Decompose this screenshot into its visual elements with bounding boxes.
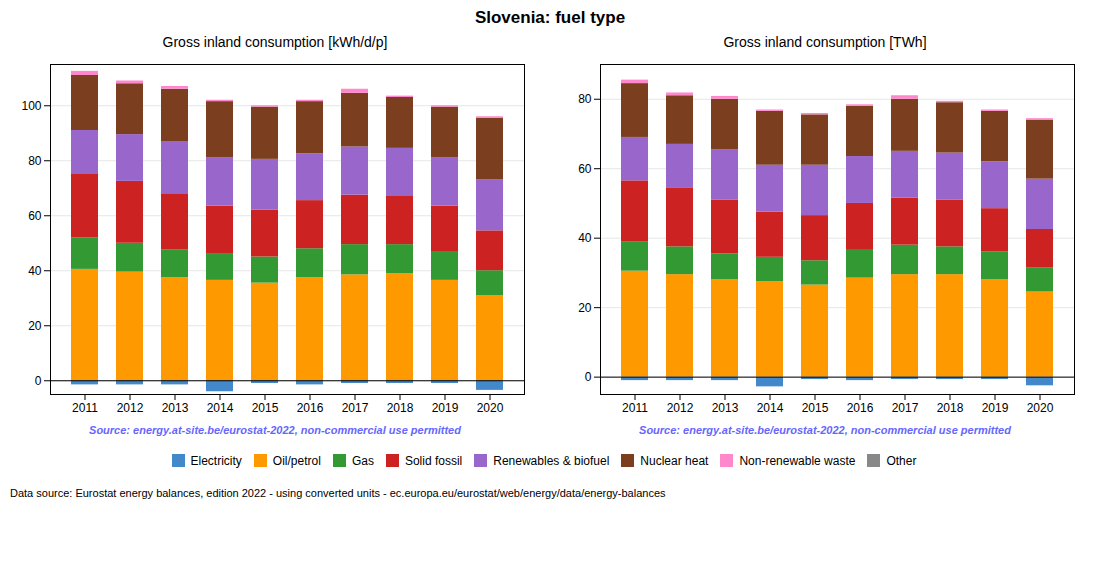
svg-text:2018: 2018 [937, 401, 964, 415]
html-text:Electricity: Electricity [190, 453, 242, 468]
html-text:Source: energy.at-site.be/euro: Source: energy.at-site.be/eurostat-2022,… [639, 424, 1011, 436]
svg-text:100: 100 [21, 99, 41, 113]
svg-text:60: 60 [28, 209, 42, 223]
html-text:Renewables & biofuel: Renewables & biofuel [493, 453, 610, 468]
html-text:Gross inland consumption [kWh/: Gross inland consumption [kWh/d/p] [162, 34, 388, 50]
svg-text:2013: 2013 [712, 401, 739, 415]
html-text:Non-renewable waste: Non-renewable waste [739, 453, 856, 468]
svg-text:2016: 2016 [847, 401, 874, 415]
svg-text:2011: 2011 [622, 401, 648, 415]
html-text:Nuclear heat: Nuclear heat [640, 453, 709, 468]
svg-text:2017: 2017 [342, 401, 369, 415]
svg-text:20: 20 [578, 300, 592, 314]
svg-text:2012: 2012 [117, 401, 144, 415]
svg-text:2019: 2019 [432, 401, 459, 415]
svg-text:40: 40 [578, 231, 592, 245]
svg-text:2014: 2014 [757, 401, 784, 415]
svg-text:80: 80 [28, 154, 42, 168]
svg-text:2020: 2020 [1027, 401, 1054, 415]
svg-text:2018: 2018 [387, 401, 414, 415]
svg-text:2013: 2013 [162, 401, 189, 415]
html-text:Other: Other [886, 453, 917, 468]
svg-text:60: 60 [578, 162, 592, 176]
svg-text:2011: 2011 [72, 401, 98, 415]
svg-text:80: 80 [578, 92, 592, 106]
svg-text:2015: 2015 [252, 401, 279, 415]
svg-text:2016: 2016 [297, 401, 324, 415]
html-text:Oil/petrol: Oil/petrol [272, 453, 321, 468]
html-text:Source: energy.at-site.be/euro: Source: energy.at-site.be/eurostat-2022,… [89, 424, 461, 436]
html-text:Slovenia: fuel type: Slovenia: fuel type [474, 8, 626, 27]
svg-text:2015: 2015 [802, 401, 829, 415]
svg-text:2019: 2019 [982, 401, 1009, 415]
svg-text:0: 0 [35, 374, 42, 388]
html-text:Solid fossil: Solid fossil [404, 453, 463, 468]
html-text:Gas: Gas [351, 453, 374, 468]
svg-text:2020: 2020 [477, 401, 504, 415]
svg-text:2012: 2012 [667, 401, 694, 415]
svg-text:40: 40 [28, 264, 42, 278]
html-text:Gross inland consumption [TWh]: Gross inland consumption [TWh] [723, 34, 927, 50]
html-text:Data source: Eurostat energy b: Data source: Eurostat energy balances, e… [10, 487, 666, 499]
svg-text:2017: 2017 [892, 401, 919, 415]
svg-text:2014: 2014 [207, 401, 234, 415]
svg-text:0: 0 [585, 370, 592, 384]
svg-text:20: 20 [28, 319, 42, 333]
